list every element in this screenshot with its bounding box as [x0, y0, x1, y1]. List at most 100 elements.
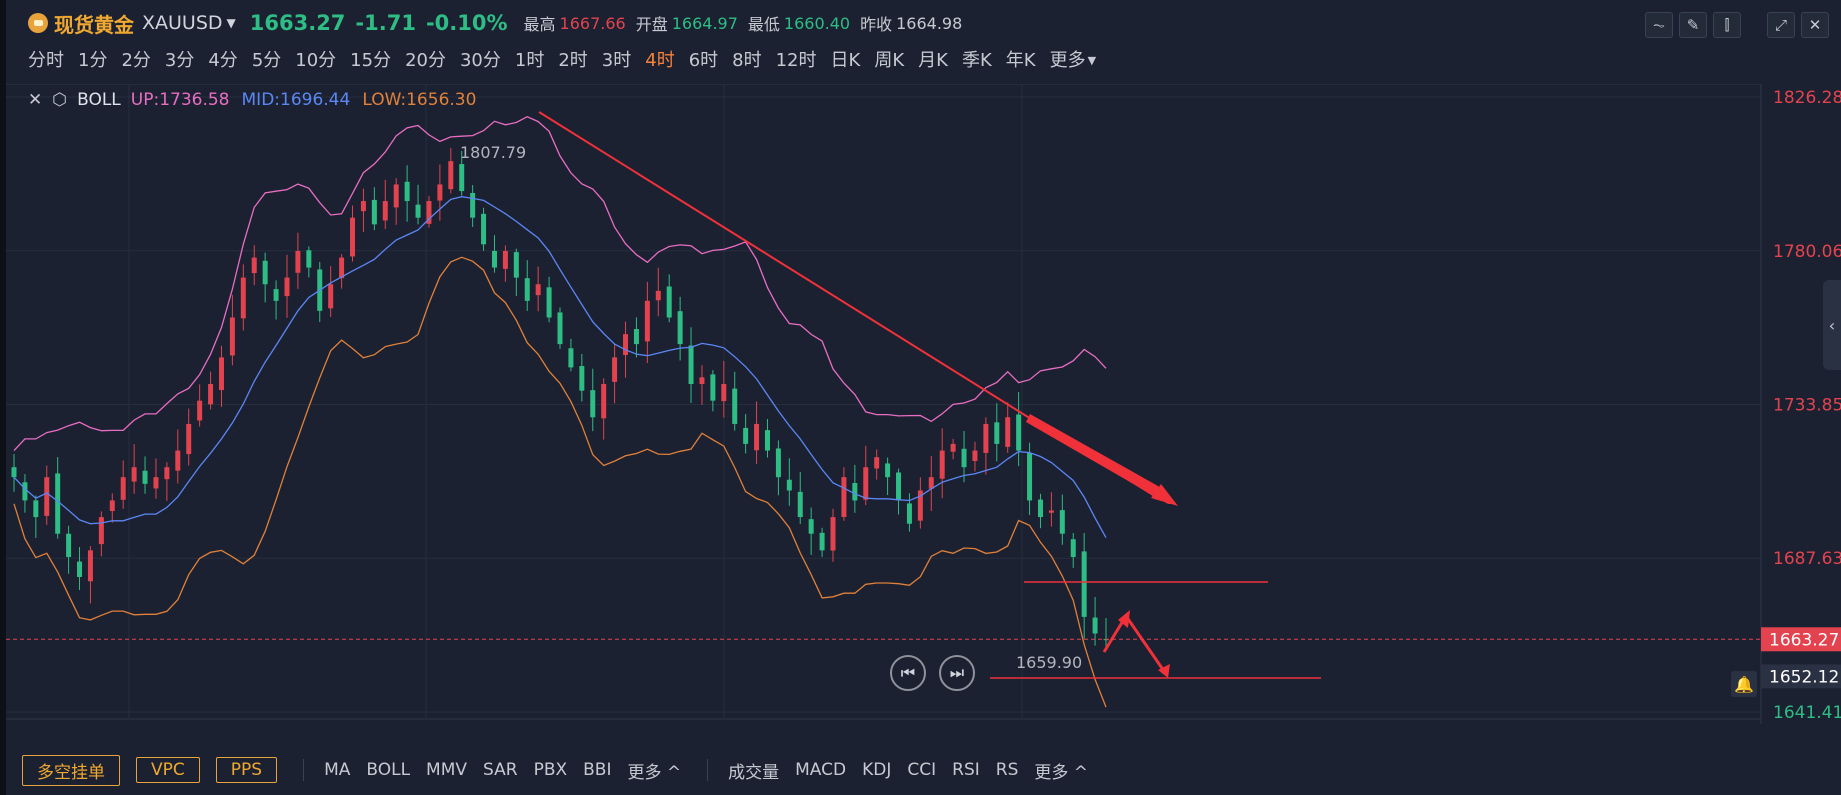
- period-tab[interactable]: 30分: [459, 50, 501, 71]
- candlestick-icon[interactable]: ⫿: [1713, 12, 1741, 38]
- candle: [579, 366, 585, 391]
- candle: [863, 467, 869, 500]
- period-tab[interactable]: 年K: [1005, 50, 1036, 71]
- candle: [885, 463, 891, 478]
- order-button[interactable]: VPC: [136, 757, 200, 783]
- candle: [983, 423, 989, 453]
- bell-icon[interactable]: 🔔: [1731, 671, 1757, 697]
- boll-up-value: UP:1736.58: [130, 90, 230, 110]
- boll-mid-line: [13, 196, 1107, 539]
- step-back-button[interactable]: ⏮: [890, 655, 926, 691]
- main-indicator-tab[interactable]: SAR: [483, 760, 518, 780]
- candle: [590, 390, 596, 418]
- chevron-down-icon[interactable]: ▼: [226, 16, 236, 30]
- period-tab[interactable]: 20分: [405, 50, 446, 71]
- candle: [939, 450, 945, 479]
- candle: [906, 503, 912, 524]
- step-forward-button[interactable]: ⏭: [939, 655, 975, 691]
- bottom-bar: 多空挂单 VPC PPS MA BOLL MMV SAR PBX BBI 更多 ^ 成交量 MACD K…: [6, 752, 1841, 792]
- candle: [87, 550, 93, 582]
- price-axis[interactable]: [1761, 84, 1841, 724]
- order-button[interactable]: PPS: [215, 757, 278, 783]
- period-tab[interactable]: 4时: [645, 50, 675, 71]
- candle: [535, 284, 541, 296]
- indicator-icon[interactable]: ⏦: [1645, 12, 1673, 38]
- candle: [852, 483, 858, 501]
- period-tab[interactable]: 季K: [961, 50, 992, 71]
- sub-indicator-tab[interactable]: 成交量: [728, 762, 780, 783]
- candle: [131, 467, 137, 482]
- close-icon[interactable]: ✕: [28, 90, 43, 110]
- candle: [491, 250, 497, 268]
- main-indicator-tab[interactable]: 更多 ^: [627, 762, 682, 783]
- candle: [44, 477, 50, 516]
- sub-indicator-tab[interactable]: CCI: [907, 760, 937, 780]
- candle: [546, 287, 552, 318]
- candle: [1037, 499, 1043, 518]
- period-tab[interactable]: 4分: [208, 50, 238, 71]
- period-tab[interactable]: 更多: [1049, 50, 1086, 71]
- main-indicator-tab[interactable]: MMV: [426, 760, 468, 780]
- period-tab[interactable]: 分时: [28, 50, 64, 71]
- close-icon[interactable]: ✕: [1801, 12, 1829, 38]
- high-label: 最高: [523, 15, 556, 34]
- sub-indicator-tab[interactable]: KDJ: [862, 760, 892, 780]
- sub-indicator-tab[interactable]: MACD: [795, 760, 847, 780]
- chevron-left-icon[interactable]: ‹: [1823, 280, 1841, 370]
- main-indicator-tab[interactable]: PBX: [533, 760, 568, 780]
- pencil-icon[interactable]: ✎: [1679, 12, 1707, 38]
- period-tab[interactable]: 3分: [164, 50, 195, 71]
- y-tick-label: 1780.06: [1773, 242, 1841, 262]
- candle: [481, 213, 487, 245]
- symbol-code[interactable]: XAUUSD: [142, 12, 223, 34]
- period-tab[interactable]: 15分: [350, 50, 392, 71]
- sub-indicator-tab[interactable]: 更多 ^: [1034, 762, 1089, 783]
- period-tab[interactable]: 10分: [295, 50, 337, 71]
- crosshair-price-badge: [1761, 664, 1841, 689]
- period-tab[interactable]: 月K: [918, 50, 948, 71]
- candle: [66, 533, 72, 558]
- candle: [448, 161, 454, 190]
- candle: [524, 278, 530, 301]
- candle: [284, 277, 290, 297]
- candle: [513, 252, 519, 278]
- candle: [197, 400, 203, 421]
- period-tab[interactable]: 5分: [251, 50, 282, 71]
- main-indicator-tab[interactable]: BOLL: [366, 760, 411, 780]
- period-tab[interactable]: 日K: [830, 50, 861, 71]
- main-indicator-tab[interactable]: BBI: [583, 760, 612, 780]
- settings-hexagon-icon[interactable]: ⬡: [52, 90, 68, 110]
- order-button[interactable]: 多空挂单: [22, 754, 120, 786]
- candle: [644, 300, 650, 342]
- chart-area[interactable]: 1826.281780.061733.851687.631641.4107-23…: [6, 84, 1841, 724]
- prev-close-label: 昨收: [860, 15, 893, 34]
- candle: [764, 430, 770, 451]
- period-tab[interactable]: 12时: [775, 50, 817, 71]
- candlestick-chart[interactable]: 1826.281780.061733.851687.631641.4107-23…: [6, 84, 1841, 724]
- open-value: 1664.97: [671, 13, 738, 33]
- main-indicator-tab[interactable]: MA: [324, 760, 351, 780]
- gold-coin-icon: [28, 13, 48, 33]
- period-tab[interactable]: 1时: [514, 50, 545, 71]
- period-tab[interactable]: 2分: [121, 50, 151, 71]
- fullscreen-icon[interactable]: ⤢: [1767, 12, 1795, 38]
- period-tab[interactable]: 周K: [874, 50, 905, 71]
- zigzag-arrow: [1102, 615, 1168, 675]
- candle: [568, 348, 574, 368]
- candle: [295, 250, 301, 273]
- period-tab[interactable]: 2时: [558, 50, 588, 71]
- candle: [164, 467, 170, 480]
- candle: [218, 357, 224, 391]
- period-tab[interactable]: 3时: [601, 50, 632, 71]
- period-tab[interactable]: 1分: [78, 50, 108, 71]
- sub-indicator-tab[interactable]: RS: [995, 760, 1019, 780]
- period-tab[interactable]: 6时: [688, 50, 719, 71]
- candle: [633, 328, 639, 345]
- period-tab[interactable]: 8时: [732, 50, 762, 71]
- candle: [22, 482, 28, 501]
- sub-indicator-tab[interactable]: RSI: [952, 760, 980, 780]
- symbol-name[interactable]: 现货黄金: [54, 12, 134, 37]
- chevron-down-icon[interactable]: ▼: [1087, 54, 1097, 67]
- candle: [917, 490, 923, 521]
